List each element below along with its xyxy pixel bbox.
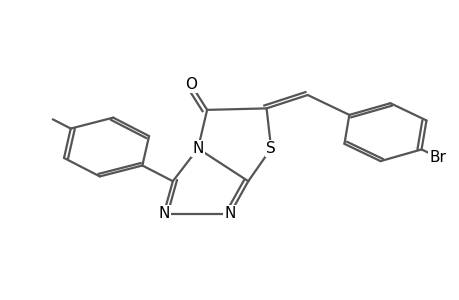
Text: N: N [224,206,235,221]
Text: N: N [158,206,169,221]
Text: N: N [192,141,203,156]
Text: Br: Br [429,150,446,165]
Text: O: O [185,77,197,92]
Text: S: S [266,141,275,156]
